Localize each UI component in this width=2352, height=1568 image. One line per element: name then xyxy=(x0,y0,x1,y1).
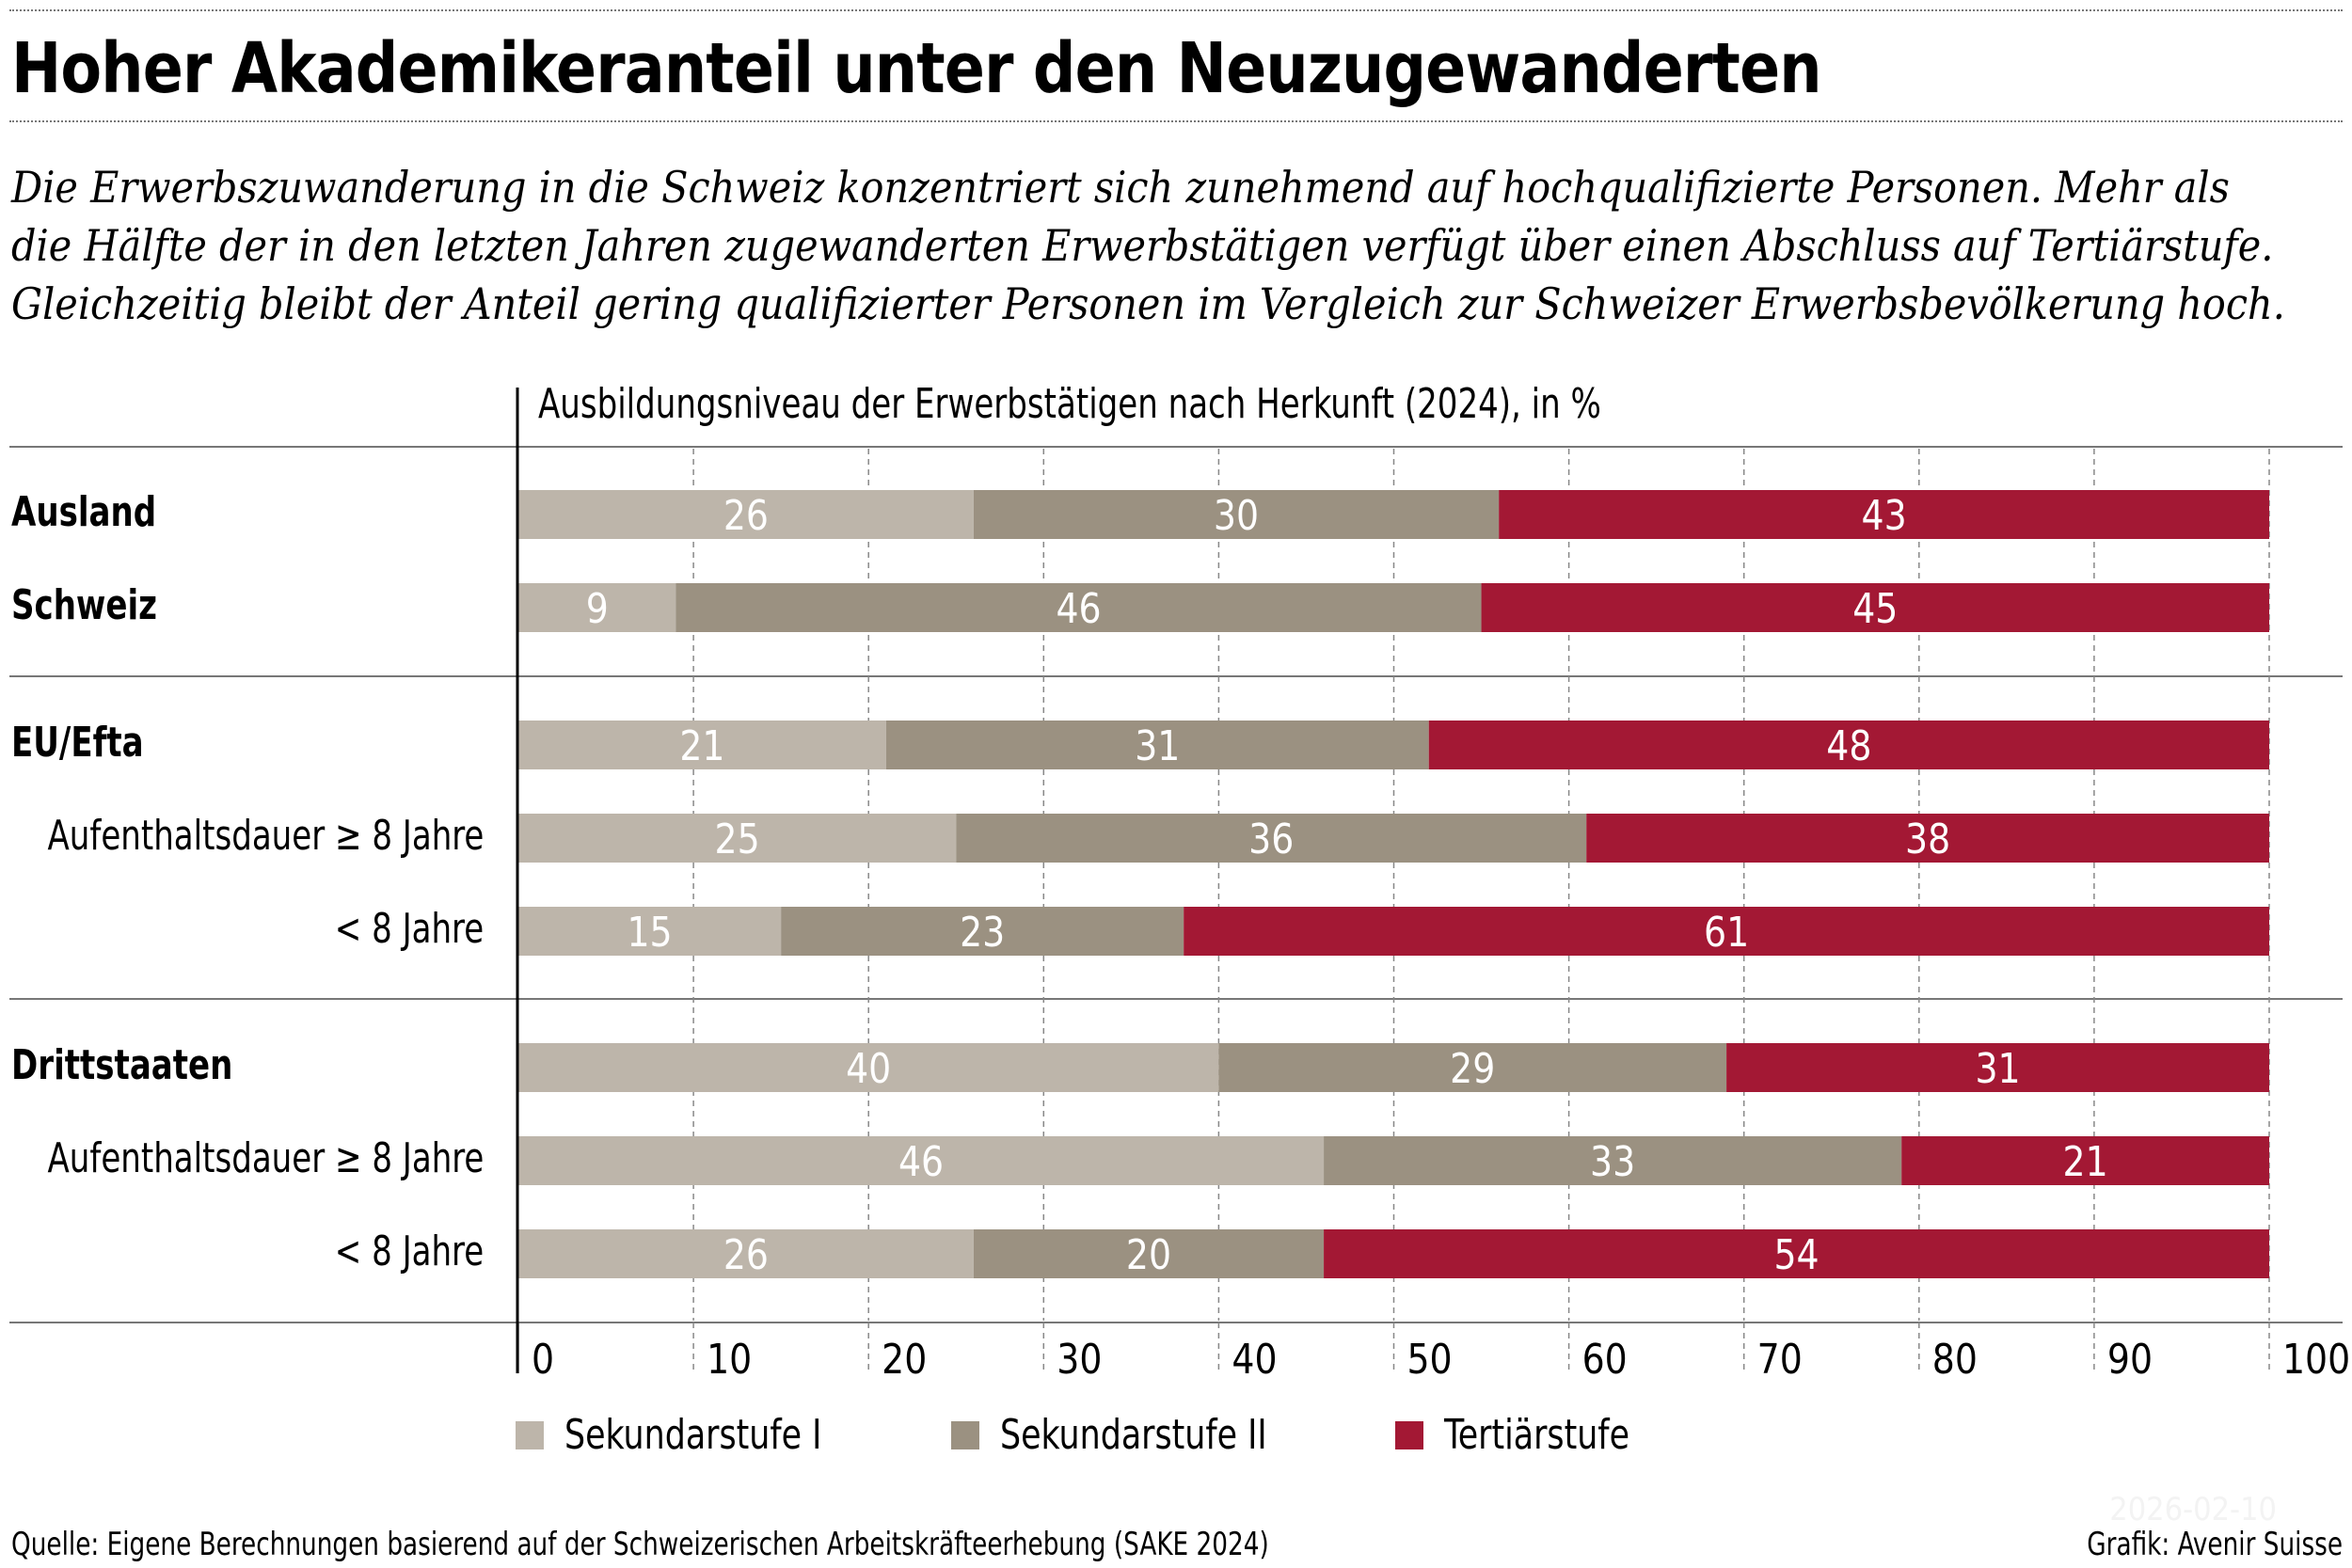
data-label: 54 xyxy=(1773,1230,1819,1278)
bar-segment xyxy=(1324,1136,1902,1185)
source-note: Quelle: Eigene Berechnungen basierend au… xyxy=(11,1526,1269,1563)
data-label: 46 xyxy=(1056,584,1101,632)
page-title: Hoher Akademikeranteil unter den Neuzuge… xyxy=(11,28,1822,109)
chart-title: Ausbildungsniveau der Erwerbstätigen nac… xyxy=(538,380,1601,428)
x-tick-label: 20 xyxy=(882,1335,927,1383)
legend-label: Sekundarstufe I xyxy=(564,1411,822,1459)
bar-segment xyxy=(973,1229,1325,1278)
bar-segment xyxy=(1324,1229,2269,1278)
data-label: 26 xyxy=(723,491,769,539)
bar-segment xyxy=(1726,1043,2269,1092)
data-label: 31 xyxy=(1135,721,1180,769)
row-label: Ausland xyxy=(11,488,157,536)
data-label: 23 xyxy=(960,908,1005,956)
data-label: 46 xyxy=(898,1137,944,1185)
bar-segment xyxy=(1586,814,2269,863)
data-label: 26 xyxy=(723,1230,769,1278)
bar-segment xyxy=(1481,583,2269,632)
legend-swatch xyxy=(951,1420,979,1449)
bar-segment xyxy=(1428,721,2269,769)
date-watermark: 2026-02-10 xyxy=(2109,1491,2277,1528)
bar-segment xyxy=(956,814,1587,863)
data-label: 25 xyxy=(715,815,760,863)
data-label: 33 xyxy=(1590,1137,1635,1185)
legend-label: Sekundarstufe II xyxy=(1000,1411,1267,1459)
data-label: 31 xyxy=(1975,1044,2020,1092)
legend-item: Sekundarstufe II xyxy=(951,1411,1303,1459)
bar-segment xyxy=(518,907,782,956)
row-label: Drittstaaten xyxy=(11,1041,233,1089)
data-label: 9 xyxy=(586,584,609,632)
data-label: 45 xyxy=(1852,584,1898,632)
legend-swatch xyxy=(516,1420,544,1449)
top-rule xyxy=(9,9,2343,11)
data-label: 43 xyxy=(1862,491,1907,539)
subtitle: Die Erwerbszuwanderung in die Schweiz ko… xyxy=(11,162,2285,329)
bar-segment xyxy=(518,490,974,539)
x-tick-label: 10 xyxy=(707,1335,752,1383)
bar-segment xyxy=(781,907,1184,956)
data-label: 36 xyxy=(1248,815,1294,863)
row-label: Aufenthaltsdauer ≥ 8 Jahre xyxy=(47,1134,484,1182)
data-label: 40 xyxy=(846,1044,891,1092)
row-label: EU/Efta xyxy=(11,719,144,767)
bar-segment xyxy=(973,490,1500,539)
legend-item: Tertiärstufe xyxy=(1395,1411,1655,1459)
credit-note: Grafik: Avenir Suisse xyxy=(2087,1526,2343,1563)
x-tick-label: 50 xyxy=(1407,1335,1453,1383)
legend-item: Sekundarstufe I xyxy=(516,1411,857,1459)
legend-label: Tertiärstufe xyxy=(1444,1411,1630,1459)
data-label: 21 xyxy=(679,721,724,769)
bar-segment xyxy=(518,721,886,769)
x-tick-label: 100 xyxy=(2282,1335,2350,1383)
title-rule xyxy=(9,120,2343,122)
bar-segment xyxy=(1499,490,2269,539)
x-tick-label: 30 xyxy=(1057,1335,1102,1383)
x-tick-label: 80 xyxy=(1932,1335,1978,1383)
data-label: 15 xyxy=(628,908,673,956)
bar-segment xyxy=(518,1229,974,1278)
bar-segment xyxy=(1184,907,2269,956)
data-label: 38 xyxy=(1905,815,1950,863)
data-label: 61 xyxy=(1704,908,1749,956)
x-tick-label: 0 xyxy=(532,1335,554,1383)
bar-segment xyxy=(518,1136,1325,1185)
data-label: 21 xyxy=(2063,1137,2108,1185)
row-label: Schweiz xyxy=(11,581,157,629)
bar-segment xyxy=(885,721,1429,769)
row-label: Aufenthaltsdauer ≥ 8 Jahre xyxy=(47,812,484,860)
row-label: < 8 Jahre xyxy=(334,1227,484,1275)
data-label: 30 xyxy=(1214,491,1259,539)
data-label: 20 xyxy=(1126,1230,1171,1278)
x-tick-label: 70 xyxy=(1757,1335,1803,1383)
x-tick-label: 90 xyxy=(2107,1335,2153,1383)
bar-segment xyxy=(518,814,957,863)
bar-segment xyxy=(518,583,676,632)
x-tick-label: 40 xyxy=(1232,1335,1277,1383)
data-label: 29 xyxy=(1450,1044,1495,1092)
legend-swatch xyxy=(1395,1420,1423,1449)
x-tick-label: 60 xyxy=(1582,1335,1628,1383)
bar-segment xyxy=(1218,1043,1727,1092)
bar-segment xyxy=(675,583,1482,632)
bar-segment xyxy=(1901,1136,2269,1185)
data-label: 48 xyxy=(1826,721,1871,769)
row-label: < 8 Jahre xyxy=(334,905,484,953)
bar-segment xyxy=(518,1043,1219,1092)
